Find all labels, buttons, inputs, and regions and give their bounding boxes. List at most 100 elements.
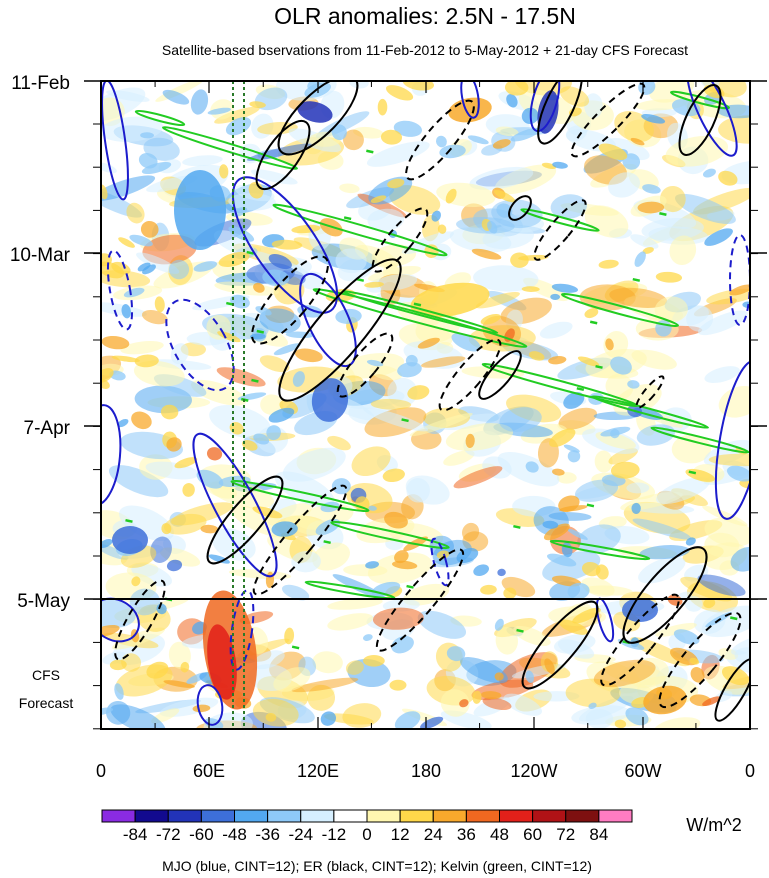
kelvin-contour-fragment <box>688 470 697 475</box>
olr-anomaly-patch <box>291 550 321 573</box>
olr-anomaly-patch <box>480 584 497 595</box>
olr-anomaly-patch <box>101 184 108 200</box>
kelvin-contour <box>650 426 750 454</box>
olr-anomaly-patch <box>550 194 588 219</box>
olr-anomaly-field <box>101 81 750 729</box>
forecast-label-line-1: CFS <box>32 667 60 683</box>
y-tick-label: 11-Feb <box>11 73 70 94</box>
olr-anomaly-patch <box>559 86 590 107</box>
olr-anomaly-patch <box>420 356 466 368</box>
olr-anomaly-patch <box>606 137 650 161</box>
kelvin-contour <box>330 520 450 550</box>
olr-anomaly-patch <box>546 553 577 567</box>
olr-anomaly-patch <box>208 554 230 564</box>
olr-anomaly-patch <box>374 273 418 291</box>
olr-anomaly-patch <box>268 407 295 423</box>
kelvin-contour <box>670 90 730 110</box>
colorbar-label: 72 <box>556 825 575 844</box>
x-tick-label: 120E <box>297 761 339 781</box>
olr-anomaly-patch <box>605 338 614 351</box>
olr-anomaly-patch <box>730 546 750 572</box>
er-contour <box>521 600 599 690</box>
forecast-label-line-2: Forecast <box>19 695 74 711</box>
olr-anomaly-patch <box>312 542 350 571</box>
olr-anomaly-patch <box>368 505 377 511</box>
colorbar-label: -84 <box>123 825 148 844</box>
er-contour <box>278 258 402 402</box>
olr-anomaly-patch <box>445 188 457 204</box>
mjo-contour <box>529 81 561 133</box>
olr-anomaly-patch <box>294 348 323 363</box>
olr-anomaly-patch <box>265 712 277 722</box>
olr-anomaly-patch <box>431 210 441 222</box>
kelvin-contour <box>272 203 448 257</box>
olr-anomaly-patch <box>366 359 384 367</box>
olr-anomaly-patch <box>101 539 113 548</box>
x-tick-label: 0 <box>745 761 755 781</box>
olr-anomaly-patch <box>160 404 179 420</box>
olr-anomaly-patch <box>249 101 266 108</box>
olr-anomaly-patch <box>446 646 466 662</box>
olr-anomaly-patch <box>685 537 696 546</box>
kelvin-contour <box>549 539 651 561</box>
er-contour <box>678 84 722 156</box>
er-contour <box>277 81 359 156</box>
olr-anomaly-patch <box>327 597 383 610</box>
colorbar-swatch <box>366 809 401 823</box>
y-tick-label: 7-Apr <box>24 418 71 439</box>
olr-anomaly-patch <box>182 155 223 167</box>
olr-anomaly-patch <box>495 126 519 137</box>
olr-anomaly-patch <box>112 526 148 554</box>
olr-anomaly-patch <box>563 444 580 453</box>
olr-anomaly-patch <box>473 265 539 292</box>
olr-anomaly-patch <box>163 680 195 688</box>
olr-anomaly-patch <box>571 705 630 725</box>
olr-anomaly-patch <box>140 132 155 139</box>
olr-anomaly-patch <box>274 471 335 508</box>
olr-anomaly-patch <box>697 574 746 597</box>
olr-anomaly-patch <box>726 465 750 482</box>
olr-anomaly-patch <box>472 690 482 704</box>
olr-anomaly-patch <box>345 660 364 675</box>
olr-anomaly-patch <box>129 234 153 247</box>
olr-anomaly-patch <box>200 524 219 534</box>
olr-anomaly-patch <box>142 264 156 275</box>
olr-anomaly-patch <box>401 231 454 254</box>
olr-anomaly-patch <box>659 185 686 213</box>
olr-anomaly-patch <box>219 164 229 179</box>
olr-anomaly-patch <box>643 685 687 715</box>
olr-anomaly-patch <box>417 610 467 639</box>
olr-anomaly-patch <box>207 107 232 115</box>
colorbar: -84 -72 -60 -48 -36 -24 -12 0 12 24 36 48 60 72 84 <box>101 809 633 844</box>
olr-anomaly-patch <box>718 170 738 186</box>
olr-anomaly-patch <box>708 453 750 467</box>
olr-anomaly-patch <box>600 426 631 437</box>
olr-anomaly-patch <box>551 283 579 293</box>
colorbar-swatch <box>399 809 434 823</box>
olr-anomaly-patch <box>140 220 159 238</box>
olr-anomaly-patch <box>355 496 370 512</box>
olr-anomaly-patch <box>363 407 429 432</box>
colorbar-label: 60 <box>523 825 542 844</box>
olr-anomaly-patch <box>134 354 159 368</box>
olr-anomaly-patch <box>101 175 156 201</box>
y-tick-label: 10-Mar <box>10 245 71 266</box>
olr-anomaly-patch <box>654 296 688 323</box>
colorbar-swatch <box>234 809 269 823</box>
olr-anomaly-patch <box>473 564 490 576</box>
olr-anomaly-patch <box>594 450 613 473</box>
olr-anomaly-patch <box>351 446 391 477</box>
olr-anomaly-patch <box>494 618 504 631</box>
olr-anomaly-patch <box>101 707 114 716</box>
olr-anomaly-patch <box>209 405 271 439</box>
olr-anomaly-patch <box>281 584 310 601</box>
kelvin-contour-fragment <box>251 378 259 383</box>
kelvin-contour-fragment <box>366 149 374 154</box>
olr-anomaly-patch <box>497 568 506 577</box>
olr-anomaly-patch <box>459 699 469 708</box>
olr-anomaly-patch <box>114 683 124 700</box>
olr-anomaly-patch <box>697 310 748 336</box>
olr-anomaly-patch <box>182 483 195 497</box>
olr-anomaly-patch <box>101 624 120 638</box>
kelvin-contour-fragment <box>406 584 414 589</box>
